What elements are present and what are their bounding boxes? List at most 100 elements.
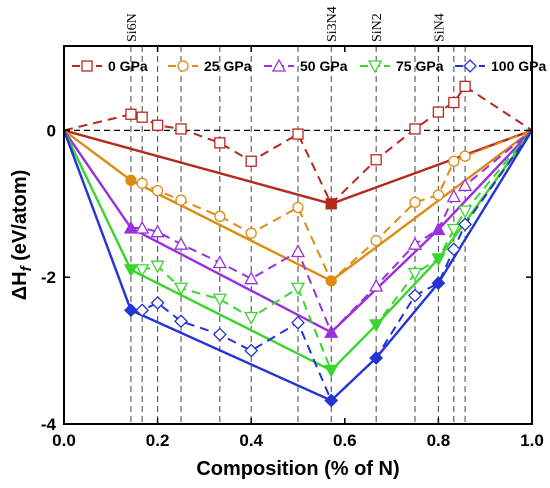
series-25-gpa (63, 129, 533, 287)
legend-marker (81, 60, 93, 72)
data-point (123, 264, 139, 278)
x-tick-label: 0.0 (52, 431, 76, 450)
data-point (324, 324, 339, 338)
legend-marker (463, 59, 477, 73)
convex-hull-line (63, 129, 533, 283)
legend-label: 75 GPa (396, 58, 444, 74)
series-75-gpa (62, 129, 533, 378)
data-point (136, 111, 148, 123)
legend-item: 50 GPa (264, 58, 348, 74)
data-point (408, 288, 422, 303)
data-point (245, 227, 257, 239)
data-point (150, 295, 165, 310)
data-point (369, 319, 384, 333)
phase-labels: Si6N Si3N4 SiN2 SiN4 (125, 6, 447, 42)
legend-label: 50 GPa (300, 58, 348, 74)
data-point (123, 220, 139, 234)
series-100-gpa (62, 129, 534, 408)
data-point (458, 217, 472, 232)
data-point (150, 260, 165, 274)
data-point (459, 80, 471, 93)
data-point (151, 119, 164, 131)
x-tick-label: 0.6 (333, 431, 357, 450)
data-point (173, 282, 189, 296)
y-tick-label: -2 (41, 268, 56, 287)
legend-marker (271, 58, 287, 72)
legend-item: 0 GPa (72, 58, 148, 74)
series-50-gpa (63, 129, 533, 338)
data-point (212, 327, 227, 342)
data-point (214, 137, 226, 149)
data-point (125, 174, 137, 186)
y-tick-label: 0 (47, 121, 56, 140)
data-point (124, 303, 138, 318)
data-point (135, 303, 150, 318)
vertical-guide-lines (130, 46, 466, 424)
data-point (245, 155, 257, 167)
data-point (446, 189, 461, 203)
phase-label: SiN2 (370, 13, 385, 42)
x-tick-label: 0.2 (146, 431, 170, 450)
data-point (150, 224, 165, 238)
legend-item: 25 GPa (168, 58, 252, 74)
data-point (212, 293, 227, 307)
axis-ticks: 0.0 0.2 0.4 0.6 0.8 1.0 0 -2 -4 (41, 46, 544, 450)
legend-label: 0 GPa (108, 58, 148, 74)
data-point (324, 364, 339, 378)
data-point (174, 314, 188, 329)
data-point (446, 223, 461, 237)
data-point (290, 282, 306, 296)
data-point (432, 106, 445, 118)
x-tick-label: 1.0 (520, 431, 544, 450)
data-point (457, 205, 473, 219)
phase-label: Si3N4 (325, 6, 340, 42)
data-point (324, 393, 339, 408)
data-point (448, 96, 460, 109)
legend-item: 100 GPa (455, 58, 546, 74)
data-point (431, 276, 446, 290)
legend-label: 25 GPa (204, 58, 252, 74)
x-tick-label: 0.4 (239, 431, 263, 450)
data-point (325, 198, 337, 210)
data-point (459, 150, 471, 162)
legend-marker (367, 60, 383, 74)
data-point (431, 222, 446, 236)
convex-hull-line (62, 129, 533, 372)
data-point (244, 271, 259, 285)
legend-item: 75 GPa (360, 58, 444, 74)
legend: 0 GPa 25 GPa 50 GPa 75 GPa 100 GPa (72, 58, 546, 74)
data-point (325, 275, 337, 287)
data-point (370, 154, 382, 166)
y-axis-label: ΔHf (eV/atom) (9, 170, 35, 301)
data-point (135, 220, 150, 234)
data-point (446, 242, 461, 257)
data-point (369, 278, 384, 292)
data-point (290, 244, 306, 258)
data-point (151, 184, 164, 197)
y-tick-label: -4 (41, 415, 57, 434)
data-point (175, 123, 187, 135)
x-axis-label: Composition (% of N) (196, 458, 399, 480)
phase-label: SiN4 (432, 13, 447, 42)
data-point (173, 236, 189, 250)
data-point (370, 234, 382, 247)
data-point (135, 264, 150, 278)
data-point (244, 343, 259, 358)
data-point (457, 178, 473, 192)
data-point (448, 155, 460, 167)
x-tick-label: 0.8 (427, 431, 451, 450)
data-layer (62, 80, 534, 408)
legend-marker (177, 60, 189, 72)
data-point (369, 351, 384, 365)
data-point (291, 315, 305, 330)
data-point (407, 236, 423, 250)
convex-hull-line (62, 129, 534, 402)
legend-label: 100 GPa (491, 58, 546, 74)
data-point (125, 108, 137, 120)
data-point (431, 253, 446, 267)
phase-label: Si6N (125, 13, 140, 42)
data-point (175, 194, 187, 206)
data-point (409, 123, 421, 135)
data-point (292, 201, 304, 214)
